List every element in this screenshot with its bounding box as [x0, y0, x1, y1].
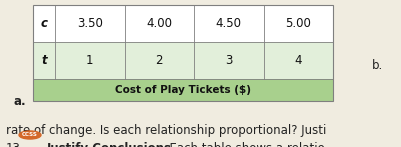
Text: 1: 1 [86, 54, 93, 67]
Text: 13.: 13. [6, 142, 24, 147]
Text: Each table shows a relatio: Each table shows a relatio [162, 142, 325, 147]
Bar [33, 42, 333, 79]
Text: b.: b. [372, 59, 383, 72]
Text: a.: a. [14, 95, 26, 108]
Text: 3: 3 [225, 54, 233, 67]
Text: 5.00: 5.00 [286, 17, 311, 30]
Text: t: t [41, 54, 47, 67]
Bar [33, 5, 333, 42]
Text: 4.50: 4.50 [216, 17, 242, 30]
Text: rate of change. Is each relationship proportional? Justi: rate of change. Is each relationship pro… [6, 124, 326, 137]
Circle shape [19, 131, 41, 139]
Text: Justify Conclusions: Justify Conclusions [47, 142, 172, 147]
Text: 4: 4 [294, 54, 302, 67]
Text: CCSS: CCSS [22, 132, 38, 137]
Text: 3.50: 3.50 [77, 17, 103, 30]
Bar [33, 79, 333, 101]
Text: 2: 2 [156, 54, 163, 67]
Text: Cost of Play Tickets ($): Cost of Play Tickets ($) [115, 85, 251, 95]
Text: c: c [41, 17, 47, 30]
Text: 4.00: 4.00 [146, 17, 172, 30]
Bar [33, 5, 333, 101]
